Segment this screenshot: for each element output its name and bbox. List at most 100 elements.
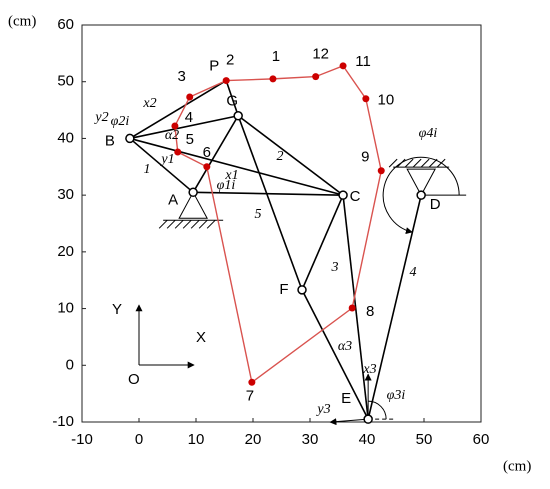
hatch — [190, 219, 200, 229]
hatch — [420, 158, 430, 168]
path-point — [248, 378, 256, 386]
path-point-label: 11 — [355, 53, 371, 70]
annotation: y2 — [93, 110, 108, 125]
x-tick-label: 50 — [416, 431, 433, 448]
path-point — [362, 95, 370, 103]
x-tick-label: 30 — [302, 431, 319, 448]
path-point-label: 8 — [366, 303, 374, 320]
path-point-label: 2 — [226, 52, 234, 69]
path-point-label: 4 — [185, 109, 193, 126]
axis-y3 — [329, 418, 369, 426]
annotation: y3 — [315, 402, 330, 417]
path-point — [186, 93, 194, 101]
path-point — [222, 77, 230, 85]
joint — [416, 190, 426, 200]
joint-label: P — [209, 58, 219, 75]
y-tick-label: 40 — [57, 129, 74, 146]
link — [192, 115, 239, 193]
annotation: φ3i — [387, 388, 406, 403]
path-point — [269, 75, 277, 83]
joint — [297, 285, 307, 295]
path-point — [171, 122, 179, 130]
joint-label: C — [350, 188, 361, 205]
path-point-label: 1 — [272, 48, 280, 65]
path-point — [339, 62, 347, 70]
link — [129, 137, 194, 193]
x-tick-label: 0 — [135, 431, 143, 448]
annotation: x2 — [142, 96, 156, 111]
path-point-label: 12 — [312, 46, 329, 63]
joint — [125, 133, 135, 144]
y-tick-label: 0 — [66, 356, 74, 373]
x-tick-label: 60 — [473, 431, 490, 448]
joint-label: A — [168, 191, 178, 208]
x-tick-label: 40 — [359, 431, 376, 448]
path-point — [348, 304, 356, 312]
x-unit: (cm) — [503, 458, 531, 474]
path-point-label: 7 — [246, 387, 254, 404]
annotation: φ1i — [217, 178, 236, 193]
frame-y-label: Y — [112, 301, 122, 318]
y-tick-label: -10 — [52, 413, 74, 430]
x-tick-label: 10 — [188, 431, 205, 448]
link — [129, 137, 344, 196]
joint — [363, 414, 373, 424]
annotation: α3 — [338, 339, 352, 354]
plot-box — [81, 24, 482, 423]
link — [367, 194, 422, 420]
annotation: 3 — [331, 260, 339, 275]
path-point-label: 5 — [186, 131, 194, 148]
annotation: φ4i — [419, 126, 438, 141]
link — [237, 115, 344, 196]
ground — [163, 191, 224, 221]
y-unit: (cm) — [8, 13, 36, 29]
annotation: φ2i — [111, 114, 130, 129]
x-tick-label: -10 — [71, 431, 93, 448]
annotation: 2 — [277, 149, 284, 164]
ground — [393, 166, 467, 197]
hatch — [182, 219, 192, 229]
joint-label: D — [430, 196, 441, 213]
y-tick-label: 50 — [57, 73, 74, 90]
path-point — [174, 148, 182, 156]
path-point-label: 3 — [178, 68, 186, 85]
frame-x-label: X — [196, 329, 206, 346]
path-point-label: 9 — [361, 149, 369, 166]
link — [129, 114, 239, 140]
path-point — [377, 167, 385, 175]
hatch — [388, 158, 398, 168]
joint-label: F — [279, 281, 288, 298]
hatch — [166, 219, 176, 229]
joint — [338, 190, 348, 200]
hatch — [404, 158, 414, 168]
annotation: 1 — [144, 162, 151, 177]
link — [301, 194, 344, 291]
joint — [188, 187, 198, 198]
annotation: y1 — [159, 152, 174, 167]
annotation: 5 — [255, 207, 262, 222]
path-point-label: 6 — [203, 144, 211, 161]
link — [237, 115, 303, 291]
joint — [233, 110, 243, 121]
hatch — [412, 158, 422, 168]
link — [342, 195, 369, 420]
link — [129, 79, 227, 140]
y-tick-label: 10 — [57, 300, 74, 317]
angle-arc — [382, 156, 460, 235]
joint-label: G — [226, 93, 238, 110]
hatch — [174, 219, 184, 229]
angle-arc — [368, 400, 387, 420]
annotation: x1 — [224, 168, 238, 183]
hatch — [198, 219, 208, 229]
path-point-label: 10 — [378, 92, 395, 109]
hatch — [206, 219, 216, 229]
link — [225, 80, 239, 117]
path-point — [312, 73, 320, 81]
link — [301, 289, 369, 420]
hatch — [158, 219, 168, 229]
y-tick-label: 60 — [57, 16, 74, 33]
path-point — [203, 163, 211, 171]
frame-origin-label: O — [128, 371, 140, 388]
link — [193, 191, 344, 196]
